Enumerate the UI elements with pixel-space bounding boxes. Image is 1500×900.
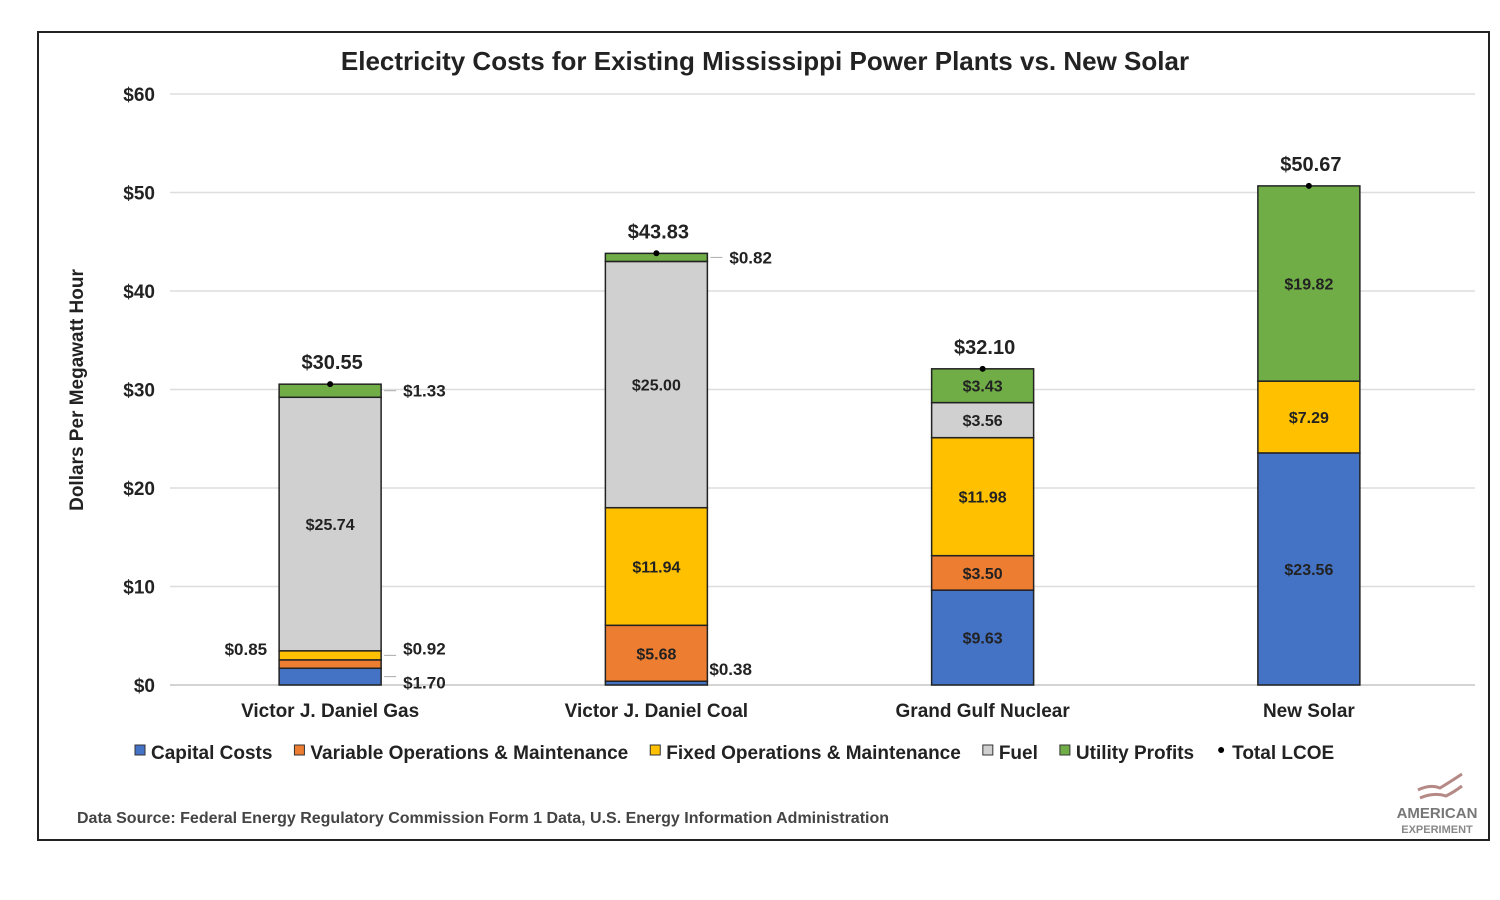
bar-group: $1.70 $0.85 $0.92 $25.74 $1.33 $30.55 Victor J… [225, 352, 446, 722]
bar-segment-fixed-operations-maintenance [604, 506, 709, 627]
legend-label: Fixed Operations & Maintenance [666, 743, 961, 764]
source-note: Data Source: Federal Energy Regulatory C… [77, 810, 889, 827]
total-lcoe-marker [653, 250, 660, 257]
bar-segment-fuel [930, 401, 1035, 439]
legend-swatch [649, 744, 661, 756]
y-tick-label: $20 [123, 479, 155, 500]
logo-line1: AMERICAN [1397, 805, 1478, 822]
legend-item: Fixed Operations & Maintenance [649, 743, 961, 764]
y-axis-label: Dollars Per Megawatt Hour [67, 269, 88, 511]
legend-marker [1218, 747, 1225, 753]
total-label: $50.67 [1280, 154, 1341, 176]
data-label: $3.56 [963, 413, 1003, 430]
data-label: $1.33 [403, 382, 446, 401]
bar-segment-capital-costs [278, 667, 382, 686]
bar-segment-fixed-operations-maintenance [1257, 380, 1361, 454]
bar-segment-utility-profits [930, 368, 1035, 404]
y-tick-label: $40 [123, 282, 155, 303]
legend-label: Fuel [999, 743, 1038, 764]
data-label: $3.50 [963, 566, 1003, 583]
x-tick-label: Victor J. Daniel Coal [565, 701, 748, 722]
legend-item: Variable Operations & Maintenance [293, 743, 628, 764]
data-label: $1.70 [403, 674, 446, 693]
bar-segment-capital-costs [1257, 452, 1361, 686]
y-tick-label: $0 [134, 676, 155, 697]
bar-segment-variable-operations-maintenance [278, 659, 382, 670]
total-lcoe-marker [1305, 182, 1312, 189]
y-tick-label: $10 [123, 578, 155, 599]
logo: AMERICAN EXPERIMENT [1397, 772, 1478, 836]
legend-item: Total LCOE [1218, 743, 1334, 764]
data-label: $25.74 [306, 517, 355, 534]
legend-item: Capital Costs [134, 743, 272, 764]
data-label: $11.94 [632, 560, 680, 577]
bar-segment-fuel [278, 396, 382, 652]
total-lcoe-marker [979, 365, 986, 372]
legend-label: Capital Costs [151, 743, 272, 764]
bar-group: $0.38 $5.68 $11.94 $25.00 $0.82 $43.83 Victor … [565, 221, 772, 722]
y-tick-label: $50 [123, 184, 155, 205]
legend-label: Variable Operations & Maintenance [310, 743, 628, 764]
total-lcoe-marker [327, 381, 334, 388]
legend-swatch [982, 744, 994, 756]
total-label: $43.83 [628, 221, 689, 243]
bar-segment-fixed-operations-maintenance [930, 436, 1035, 557]
data-label: $19.82 [1284, 277, 1333, 294]
data-label: $23.56 [1284, 562, 1333, 579]
data-label: $9.63 [963, 631, 1003, 648]
x-tick-label: New Solar [1263, 701, 1355, 722]
total-label: $30.55 [302, 352, 363, 374]
data-label: $0.38 [709, 660, 752, 679]
data-label: $11.98 [959, 490, 1007, 507]
chart-title: Electricity Costs for Existing Mississip… [341, 46, 1189, 76]
legend-item: Fuel [982, 743, 1038, 764]
data-label: $3.43 [963, 379, 1003, 396]
chart-frame [37, 31, 1490, 841]
y-tick-label: $30 [123, 381, 155, 402]
bar-group: $9.63 $3.50 $11.98 $3.56 $3.43 $32.10 Grand Gu… [896, 337, 1071, 722]
x-tick-label: Victor J. Daniel Gas [241, 701, 419, 722]
y-tick-label: $60 [123, 85, 155, 106]
legend-item: Utility Profits [1059, 743, 1194, 764]
x-tick-label: Grand Gulf Nuclear [896, 701, 1071, 722]
data-label: $5.68 [636, 646, 676, 663]
bar-group: $23.56 $7.29 $19.82 $50.67 New Solar [1257, 154, 1361, 722]
legend-swatch [1059, 744, 1071, 756]
bar-segment-fuel [604, 260, 709, 509]
logo-line2: EXPERIMENT [1401, 824, 1473, 836]
total-label: $32.10 [954, 337, 1015, 359]
data-label: $7.29 [1289, 410, 1329, 427]
legend-label: Total LCOE [1232, 743, 1334, 764]
legend-swatch [134, 744, 146, 756]
bar-segment-variable-operations-maintenance [604, 624, 709, 683]
bar-segment-fixed-operations-maintenance [278, 650, 382, 661]
legend-label: Utility Profits [1076, 743, 1194, 764]
data-label: $0.92 [403, 639, 446, 658]
legend-swatch [293, 744, 305, 756]
data-label: $0.82 [729, 248, 772, 267]
data-label: $25.00 [632, 378, 681, 395]
data-label: $0.85 [225, 640, 268, 659]
